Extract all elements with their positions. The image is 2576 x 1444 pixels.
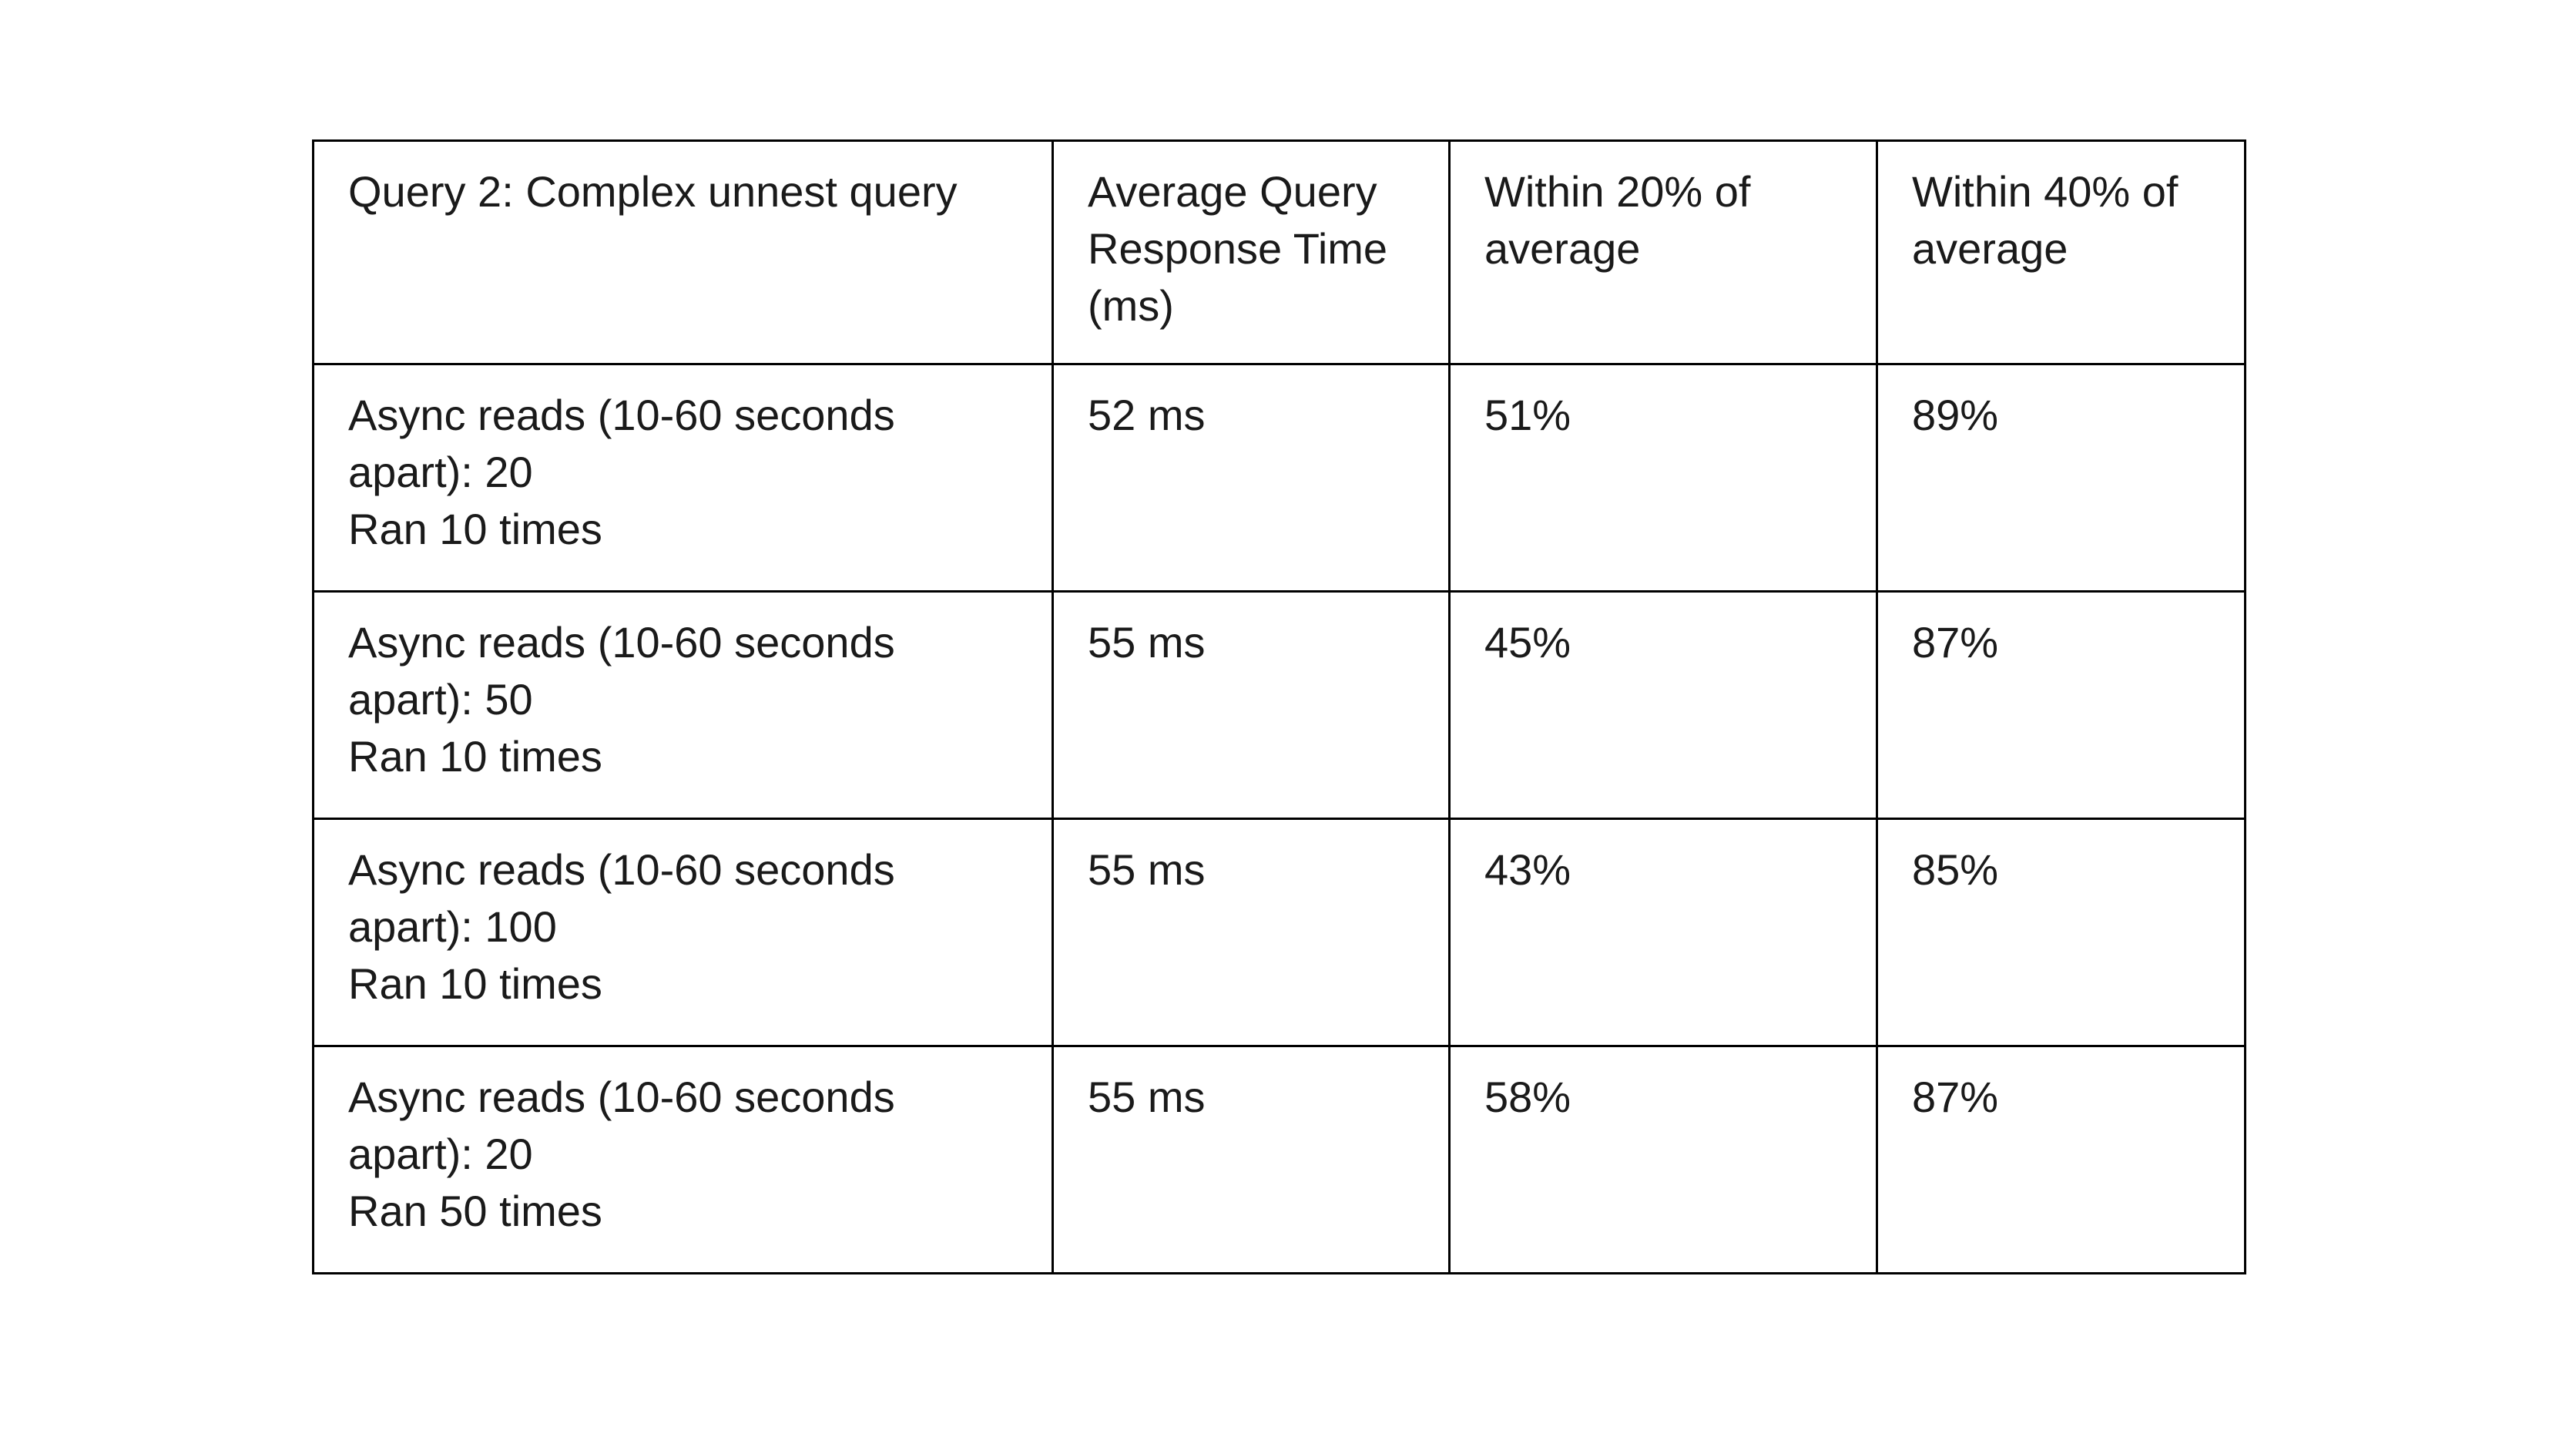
- cell-avg-response-time: 55 ms: [1052, 1045, 1451, 1274]
- cell-within-40: 87%: [1876, 1045, 2246, 1274]
- header-cell-query-title: Query 2: Complex unnest query: [312, 139, 1054, 365]
- cell-query-label: Async reads (10-60 seconds apart): 50 Ra…: [312, 590, 1054, 820]
- cell-within-40: 89%: [1876, 363, 2246, 593]
- cell-avg-response-time: 52 ms: [1052, 363, 1451, 593]
- cell-within-20: 51%: [1448, 363, 1878, 593]
- cell-query-label: Async reads (10-60 seconds apart): 100 R…: [312, 818, 1054, 1047]
- cell-within-20: 58%: [1448, 1045, 1878, 1274]
- cell-within-40: 85%: [1876, 818, 2246, 1047]
- results-table: Query 2: Complex unnest query Average Qu…: [312, 139, 2246, 1274]
- cell-within-40: 87%: [1876, 590, 2246, 820]
- query-label-line2: Ran 10 times: [348, 732, 602, 781]
- table-row: Async reads (10-60 seconds apart): 50 Ra…: [312, 590, 2246, 820]
- query-label-line1: Async reads (10-60 seconds apart): 100: [348, 845, 895, 951]
- header-cell-within-20: Within 20% of average: [1448, 139, 1878, 365]
- table-row: Async reads (10-60 seconds apart): 20 Ra…: [312, 363, 2246, 593]
- query-label-line2: Ran 50 times: [348, 1187, 602, 1235]
- header-cell-within-40: Within 40% of average: [1876, 139, 2246, 365]
- query-label-line1: Async reads (10-60 seconds apart): 20: [348, 391, 895, 496]
- cell-query-label: Async reads (10-60 seconds apart): 20 Ra…: [312, 363, 1054, 593]
- cell-within-20: 45%: [1448, 590, 1878, 820]
- table-row: Async reads (10-60 seconds apart): 20 Ra…: [312, 1045, 2246, 1274]
- query-label-line1: Async reads (10-60 seconds apart): 20: [348, 1073, 895, 1178]
- query-label-line2: Ran 10 times: [348, 505, 602, 553]
- cell-within-20: 43%: [1448, 818, 1878, 1047]
- table-row: Async reads (10-60 seconds apart): 100 R…: [312, 818, 2246, 1047]
- query-label-line1: Async reads (10-60 seconds apart): 50: [348, 618, 895, 724]
- cell-avg-response-time: 55 ms: [1052, 590, 1451, 820]
- query-label-line2: Ran 10 times: [348, 959, 602, 1008]
- cell-avg-response-time: 55 ms: [1052, 818, 1451, 1047]
- header-cell-avg-response-time: Average Query Response Time (ms): [1052, 139, 1451, 365]
- cell-query-label: Async reads (10-60 seconds apart): 20 Ra…: [312, 1045, 1054, 1274]
- header-row: Query 2: Complex unnest query Average Qu…: [312, 139, 2246, 365]
